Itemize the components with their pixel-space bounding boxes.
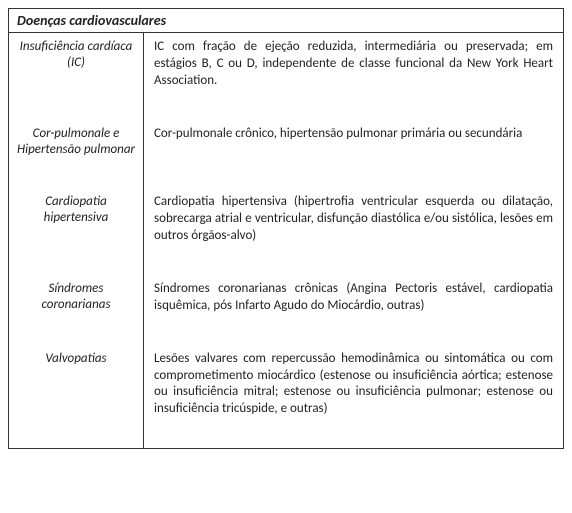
row-term: Valvopatias — [9, 345, 144, 449]
row-term: Cor-pulmonale e Hipertensão pulmonar — [9, 120, 144, 189]
row-term: Síndromes coronarianas — [9, 275, 144, 345]
row-desc: Síndromes coronarianas crônicas (Angina … — [144, 275, 564, 345]
row-desc: Lesões valvares com repercussão hemodinâ… — [144, 345, 564, 449]
table-body: Insuficiência cardíaca (IC) IC com fraçã… — [9, 33, 563, 448]
table-row: Insuficiência cardíaca (IC) IC com fraçã… — [9, 33, 563, 120]
row-desc: IC com fração de ejeção reduzida, interm… — [144, 33, 564, 120]
row-desc: Cardiopatia hipertensiva (hipertrofia ve… — [144, 188, 564, 275]
table-row: Cardiopatia hipertensiva Cardiopatia hip… — [9, 188, 563, 275]
row-term: Insuficiência cardíaca (IC) — [9, 33, 144, 120]
table-title: Doenças cardiovasculares — [9, 9, 563, 33]
table-row: Cor-pulmonale e Hipertensão pulmonar Cor… — [9, 120, 563, 189]
table-row: Síndromes coronarianas Síndromes coronar… — [9, 275, 563, 345]
disease-table: Doenças cardiovasculares Insuficiência c… — [8, 8, 564, 449]
table-row: Valvopatias Lesões valvares com repercus… — [9, 345, 563, 449]
row-term: Cardiopatia hipertensiva — [9, 188, 144, 275]
row-desc: Cor-pulmonale crônico, hipertensão pulmo… — [144, 120, 564, 189]
